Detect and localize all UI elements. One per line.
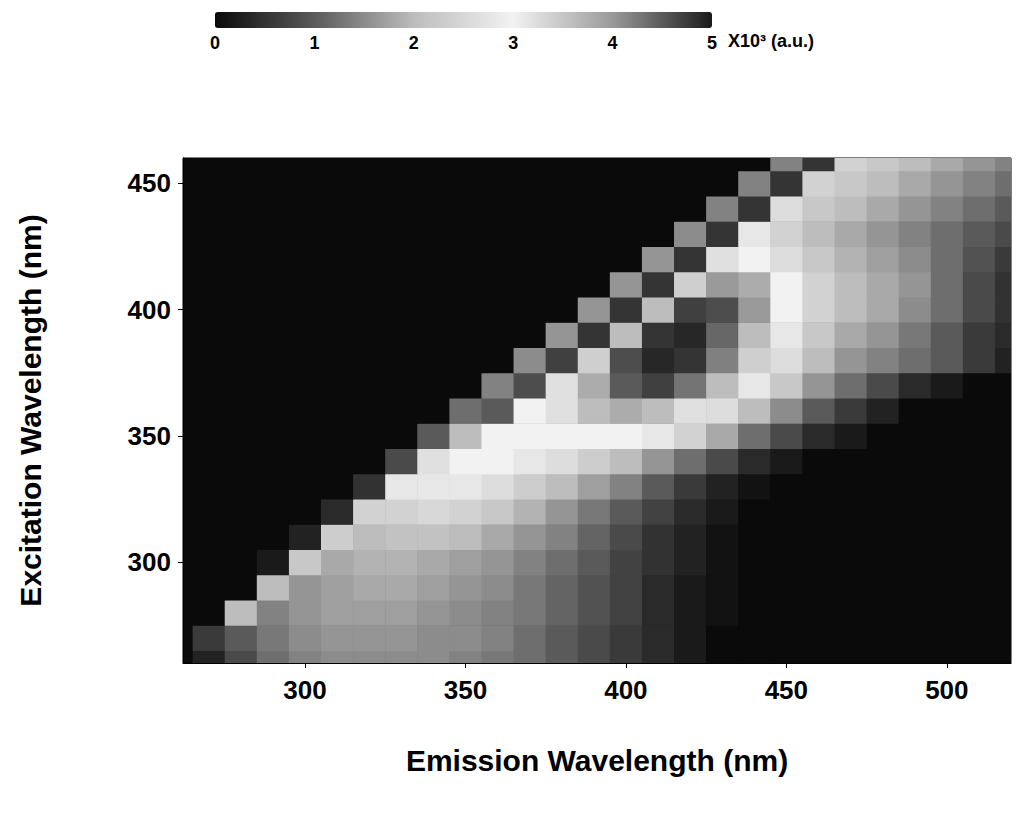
svg-text:500: 500 xyxy=(925,675,968,705)
svg-text:Emission Wavelength (nm): Emission Wavelength (nm) xyxy=(406,744,788,777)
svg-text:300: 300 xyxy=(128,547,171,577)
svg-text:5: 5 xyxy=(707,33,717,53)
svg-text:350: 350 xyxy=(444,675,487,705)
svg-text:0: 0 xyxy=(210,33,220,53)
svg-text:3: 3 xyxy=(508,33,518,53)
svg-text:400: 400 xyxy=(128,295,171,325)
svg-text:350: 350 xyxy=(128,421,171,451)
svg-text:X10³ (a.u.): X10³ (a.u.) xyxy=(728,31,814,51)
svg-text:450: 450 xyxy=(128,168,171,198)
svg-text:300: 300 xyxy=(283,675,326,705)
svg-text:450: 450 xyxy=(765,675,808,705)
svg-text:1: 1 xyxy=(309,33,319,53)
svg-text:Excitation Wavelength (nm): Excitation Wavelength (nm) xyxy=(14,214,47,606)
svg-text:4: 4 xyxy=(608,33,618,53)
svg-text:2: 2 xyxy=(409,33,419,53)
svg-text:400: 400 xyxy=(604,675,647,705)
